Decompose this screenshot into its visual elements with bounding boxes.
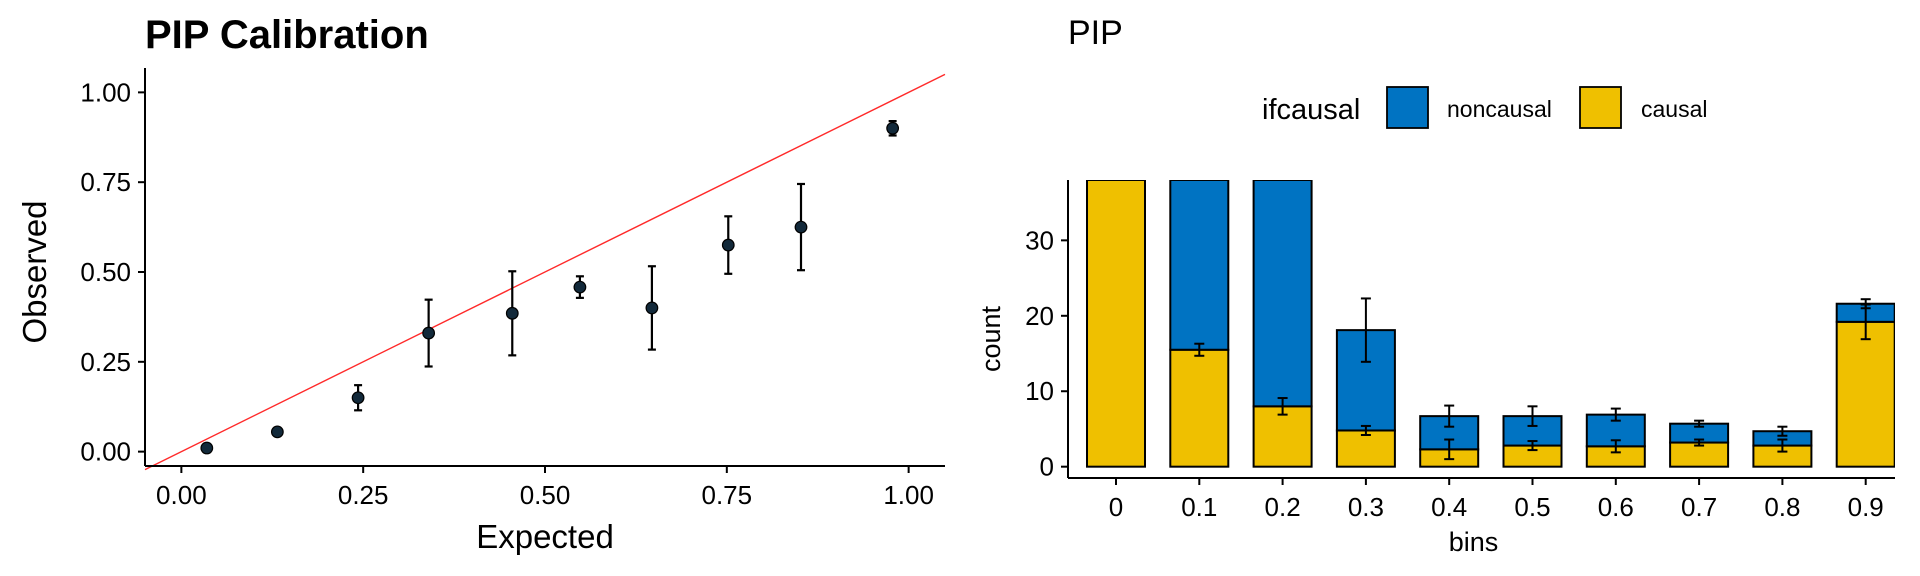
calibration-title: PIP Calibration xyxy=(145,13,429,57)
bar-causal xyxy=(1335,429,1396,468)
legend-title: ifcausal xyxy=(1262,94,1360,126)
x-tick-label: 1.00 xyxy=(883,480,934,510)
x-tick-label: 0.2 xyxy=(1265,492,1301,522)
y-tick-label: 0.75 xyxy=(80,167,131,197)
pip-bars-group xyxy=(1086,180,1895,468)
bars-clipped xyxy=(1086,180,1895,468)
bar-noncausal xyxy=(1335,329,1396,432)
x-tick-label: 0.6 xyxy=(1598,492,1634,522)
pip-title: PIP xyxy=(1068,14,1123,52)
bar-noncausal xyxy=(1252,180,1313,408)
legend-label-causal: causal xyxy=(1641,96,1707,122)
bar-causal xyxy=(1169,348,1230,468)
y-tick-label: 10 xyxy=(1025,376,1054,406)
x-tick-label: 0.8 xyxy=(1764,492,1800,522)
bar-causal xyxy=(1086,180,1146,468)
calibration-axes: 0.00 0.25 0.50 0.75 1.00 0.00 0.25 0.50 0.75 1.00 xyxy=(80,68,945,510)
bar-causal xyxy=(1835,320,1895,468)
y-tick-label: 0 xyxy=(1040,452,1054,482)
legend-swatch-causal xyxy=(1579,86,1622,129)
pip-y-axis-label: count xyxy=(976,305,1006,372)
data-point xyxy=(721,238,735,252)
x-tick-label: 0.1 xyxy=(1181,492,1217,522)
x-tick-label: 0.4 xyxy=(1431,492,1467,522)
legend-label-noncausal: noncausal xyxy=(1447,96,1552,122)
data-point xyxy=(422,326,436,340)
data-point xyxy=(505,306,519,320)
calibration-reference-line-group xyxy=(144,73,946,471)
x-tick-label: 0.50 xyxy=(520,480,571,510)
y-tick-label: 1.00 xyxy=(80,77,131,107)
x-tick-label: 0.5 xyxy=(1514,492,1550,522)
legend-swatch-noncausal xyxy=(1386,86,1429,129)
bar-causal xyxy=(1252,405,1313,468)
pip-legend: ifcausal noncausal causal xyxy=(1262,86,1707,129)
y-tick-label: 30 xyxy=(1025,225,1054,255)
x-tick-label: 0.75 xyxy=(702,480,753,510)
calibration-panel: PIP Calibration 0.000.250.500.751.000.00… xyxy=(16,13,946,555)
y-tick-label: 0.00 xyxy=(80,437,131,467)
data-point xyxy=(200,441,214,455)
data-point xyxy=(270,425,284,439)
x-tick-label: 0.3 xyxy=(1348,492,1384,522)
pip-axes: 0 10 20 30 0 0.1 0.2 0.3 0.4 0.5 0.6 0.7 0.8 0.9 xyxy=(1025,180,1895,522)
x-tick-label: 0.00 xyxy=(156,480,207,510)
calibration-x-axis-label: Expected xyxy=(476,518,614,555)
data-point xyxy=(886,121,900,135)
data-point xyxy=(794,220,808,234)
bar-noncausal xyxy=(1169,180,1230,351)
data-point xyxy=(573,280,587,294)
data-point xyxy=(645,301,659,315)
data-point xyxy=(351,391,365,405)
y-tick-label: 0.50 xyxy=(80,257,131,287)
error-bars xyxy=(1194,297,1871,461)
calibration-y-axis-label: Observed xyxy=(16,200,53,343)
x-tick-label: 0.7 xyxy=(1681,492,1717,522)
bar-causal xyxy=(1669,441,1730,468)
pip-x-axis-label: bins xyxy=(1449,527,1499,557)
x-tick-label: 0.25 xyxy=(338,480,389,510)
x-tick-label: 0 xyxy=(1109,492,1123,522)
calibration-points-group xyxy=(200,120,900,455)
y-tick-label: 0.25 xyxy=(80,347,131,377)
y-tick-label: 20 xyxy=(1025,301,1054,331)
reference-line xyxy=(144,73,946,471)
x-tick-label: 0.9 xyxy=(1848,492,1884,522)
